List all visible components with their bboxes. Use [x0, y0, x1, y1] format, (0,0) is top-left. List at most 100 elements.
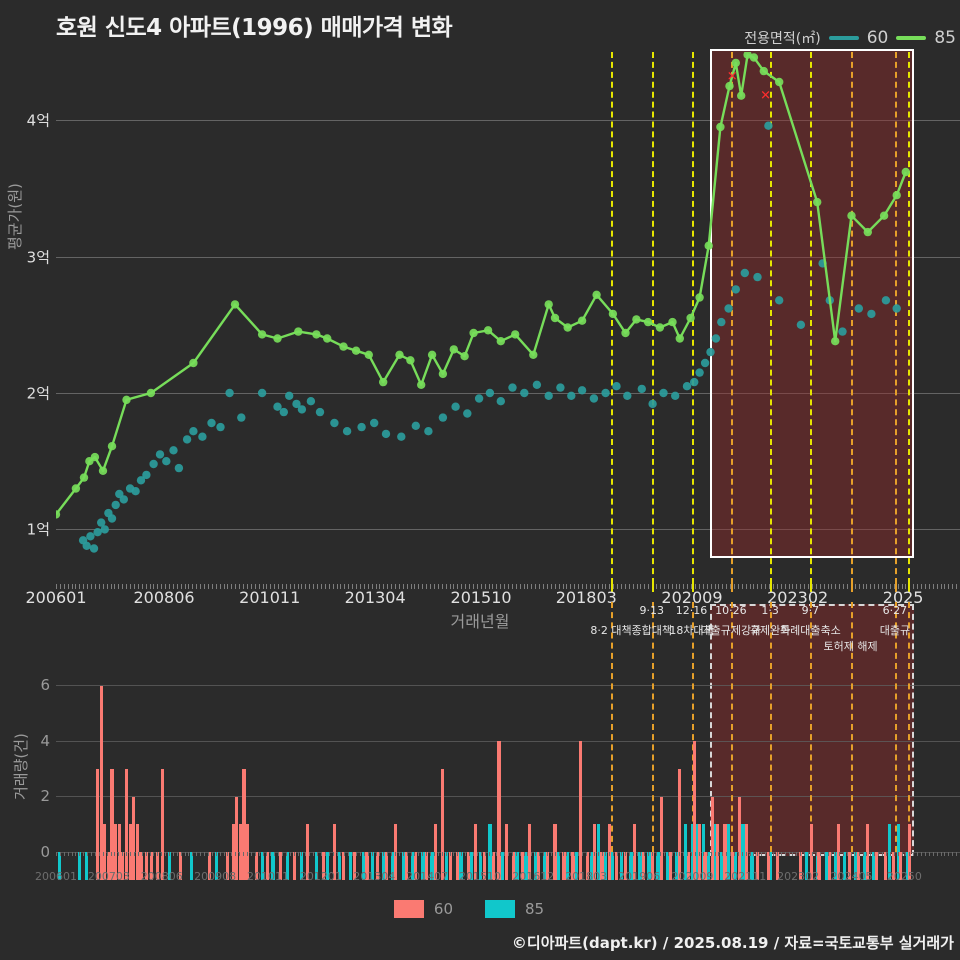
price-x-minor-tick: [792, 584, 794, 589]
volume-x-minor-tick: [207, 852, 209, 856]
volume-x-minor-tick: [137, 852, 139, 856]
volume-bar-60: [341, 852, 346, 880]
price-point-60: [474, 394, 484, 403]
volume-x-minor-tick: [936, 852, 938, 856]
price-x-minor-tick: [745, 584, 747, 589]
price-point-85: [395, 350, 404, 359]
volume-x-minor-tick: [83, 852, 85, 856]
price-point-60: [867, 309, 876, 319]
price-x-minor-tick: [901, 584, 903, 589]
price-point-60: [648, 399, 657, 409]
price-x-minor-tick: [539, 584, 541, 589]
price-point-60: [496, 397, 505, 406]
price-point-60: [162, 457, 171, 466]
price-point-85: [90, 452, 100, 462]
price-point-60: [659, 388, 668, 398]
volume-x-minor-tick: [582, 852, 584, 856]
price-x-minor-tick: [145, 584, 147, 589]
volume-bar-60: [593, 824, 597, 880]
volume-x-minor-tick: [562, 852, 564, 856]
volume-x-minor-tick: [663, 852, 665, 856]
volume-x-minor-tick: [188, 852, 190, 856]
volume-x-minor-tick: [235, 852, 237, 856]
volume-bar-85: [566, 852, 570, 880]
price-x-minor-tick: [804, 584, 806, 589]
price-x-minor-tick: [780, 584, 782, 589]
volume-x-minor-tick: [472, 852, 474, 856]
volume-x-minor-tick: [804, 852, 806, 856]
volume-bar-60: [504, 824, 508, 880]
volume-bar-60: [376, 852, 380, 880]
price-x-tick-label: 202302: [767, 588, 829, 607]
volume-x-minor-tick: [675, 852, 677, 856]
volume-bar-85: [714, 824, 718, 880]
volume-bar-60: [660, 796, 664, 880]
price-x-minor-tick: [870, 584, 872, 589]
price-x-minor-tick: [165, 584, 167, 589]
price-x-minor-tick: [952, 584, 954, 589]
volume-x-minor-tick: [204, 852, 206, 856]
volume-bar-85: [690, 824, 694, 880]
price-point-60: [285, 391, 294, 400]
price-x-minor-tick: [589, 584, 591, 589]
price-x-minor-tick: [332, 584, 334, 589]
volume-bar-60: [669, 852, 673, 880]
price-x-minor-tick: [141, 584, 143, 589]
volume-x-minor-tick: [508, 852, 509, 856]
volume-bar-85: [410, 852, 414, 880]
volume-x-tick-label: 202111: [724, 870, 767, 883]
volume-x-minor-tick: [469, 852, 471, 856]
volume-x-minor-tick: [282, 852, 283, 856]
price-point-60: [711, 334, 721, 343]
volume-x-minor-tick: [504, 852, 506, 856]
volume-x-minor-tick: [850, 852, 852, 856]
volume-bar-60: [491, 852, 496, 880]
price-point-60: [451, 402, 460, 411]
price-point-60: [207, 418, 216, 428]
volume-x-minor-tick: [726, 852, 728, 856]
volume-x-minor-tick: [130, 852, 132, 856]
volume-x-tick-label: 200601: [35, 870, 77, 883]
price-point-85: [621, 328, 630, 338]
price-point-60: [381, 429, 391, 439]
price-point-60: [292, 399, 301, 409]
price-x-minor-tick: [913, 584, 915, 589]
volume-x-minor-tick: [847, 852, 848, 856]
volume-x-minor-tick: [395, 852, 396, 856]
volume-bar-85: [620, 852, 624, 880]
price-x-minor-tick: [796, 584, 798, 589]
volume-x-minor-tick: [878, 852, 880, 856]
volume-event-vline: [730, 602, 733, 852]
volume-bar-60: [208, 852, 212, 880]
volume-event-vline: [691, 602, 694, 852]
volume-x-minor-tick: [219, 852, 221, 856]
volume-x-minor-tick: [383, 852, 385, 856]
volume-x-minor-tick: [227, 852, 229, 856]
volume-bar-60: [600, 852, 604, 880]
volume-x-tick-label: 200806: [140, 870, 183, 883]
volume-bar-60: [799, 852, 803, 880]
volume-x-minor-tick: [722, 852, 724, 856]
volume-x-minor-tick: [406, 852, 408, 856]
volume-x-tick-label: 201510: [458, 870, 501, 883]
volume-x-minor-tick: [278, 852, 280, 856]
price-point-60: [97, 518, 106, 527]
volume-x-minor-tick: [554, 852, 556, 856]
price-x-minor-tick: [106, 584, 108, 589]
volume-x-minor-tick: [523, 852, 525, 856]
price-x-minor-tick: [391, 584, 393, 589]
volume-x-minor-tick: [854, 852, 856, 856]
volume-x-minor-tick: [589, 852, 591, 856]
volume-bar-85: [905, 852, 910, 880]
volume-x-minor-tick: [858, 852, 860, 856]
volume-x-minor-tick: [352, 852, 354, 856]
price-point-60: [149, 459, 158, 469]
volume-x-minor-tick: [597, 852, 599, 856]
price-point-60: [567, 391, 576, 400]
volume-bar-60: [703, 852, 707, 880]
volume-x-minor-tick: [293, 852, 295, 856]
volume-x-minor-tick: [301, 852, 303, 856]
price-point-85: [230, 300, 240, 309]
price-point-60: [174, 463, 184, 473]
volume-annotation-label: 특례대출축소: [780, 624, 841, 637]
